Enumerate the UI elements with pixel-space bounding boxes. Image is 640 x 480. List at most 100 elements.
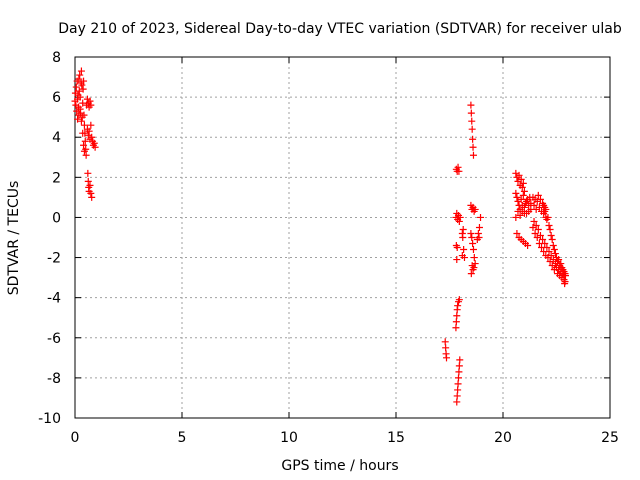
data-point <box>75 87 83 95</box>
y-tick-label: 2 <box>52 170 61 186</box>
data-point <box>84 169 92 177</box>
data-point <box>523 197 531 205</box>
data-point <box>536 231 544 239</box>
data-point <box>443 354 451 362</box>
data-point <box>520 187 528 195</box>
data-points <box>71 67 569 406</box>
data-point <box>454 302 462 310</box>
data-point <box>82 151 90 159</box>
data-point <box>545 221 553 229</box>
data-point <box>453 256 461 264</box>
data-point <box>468 117 476 125</box>
data-point <box>469 135 477 143</box>
data-point <box>468 234 476 241</box>
data-point <box>518 201 526 209</box>
data-point <box>468 125 476 133</box>
data-point <box>459 225 467 233</box>
data-point <box>79 85 87 93</box>
data-point <box>469 143 477 151</box>
data-point <box>534 191 542 199</box>
data-point <box>546 225 554 233</box>
data-point <box>530 217 538 225</box>
axis-ticks <box>74 56 611 419</box>
data-point <box>76 93 84 101</box>
data-point <box>469 246 477 254</box>
data-point <box>536 195 544 203</box>
data-point <box>80 121 88 129</box>
data-point <box>80 141 88 149</box>
data-point <box>88 193 96 201</box>
data-point <box>91 143 99 151</box>
data-point <box>471 205 479 213</box>
data-point <box>542 205 550 213</box>
x-axis-label: GPS time / hours <box>281 458 398 474</box>
data-point <box>86 181 94 189</box>
data-point <box>532 221 540 229</box>
data-point <box>74 115 82 123</box>
data-point <box>467 109 475 117</box>
data-point <box>475 234 483 241</box>
y-axis-label: SDTVAR / TECUs <box>6 181 22 296</box>
y-tick-label: 8 <box>52 50 61 66</box>
data-point <box>475 223 483 231</box>
data-point <box>551 250 559 258</box>
data-point <box>469 240 477 248</box>
data-point <box>514 207 522 215</box>
data-point <box>520 209 528 217</box>
data-point <box>530 201 538 209</box>
y-tick-label: 4 <box>52 130 61 146</box>
data-point <box>477 213 485 221</box>
data-point <box>453 312 461 320</box>
x-tick-labels: 0 5 10 15 20 25 <box>71 430 619 446</box>
data-point <box>513 193 521 201</box>
data-point <box>88 133 96 141</box>
data-point <box>460 246 468 254</box>
data-point <box>456 213 464 221</box>
data-point <box>455 296 463 304</box>
data-point <box>454 163 462 171</box>
data-point <box>548 236 556 244</box>
data-point <box>75 75 83 83</box>
data-point <box>453 392 461 400</box>
chart-title: Day 210 of 2023, Sidereal Day-to-day VTE… <box>58 21 622 37</box>
data-point <box>454 386 462 394</box>
data-point <box>525 207 533 215</box>
data-point <box>557 260 565 268</box>
data-point <box>76 71 84 79</box>
plot-frame <box>74 56 611 419</box>
data-point <box>455 167 463 175</box>
data-point <box>467 270 475 278</box>
data-point <box>87 121 95 129</box>
data-point <box>87 189 95 197</box>
data-point <box>470 264 478 272</box>
data-point <box>452 324 460 332</box>
data-point <box>539 236 547 244</box>
x-tick-label: 10 <box>280 430 298 446</box>
data-point <box>518 183 526 191</box>
data-point <box>550 246 558 254</box>
data-point <box>467 229 475 237</box>
data-point <box>452 318 460 326</box>
data-point <box>512 189 520 197</box>
data-point <box>85 127 93 135</box>
data-point <box>470 254 478 262</box>
data-point <box>547 231 555 239</box>
data-point <box>80 147 88 155</box>
data-point <box>517 175 525 183</box>
data-point <box>454 374 462 382</box>
y-tick-label: -8 <box>47 371 61 387</box>
data-point <box>469 151 477 159</box>
x-tick-label: 15 <box>387 430 405 446</box>
data-point <box>516 211 524 219</box>
y-tick-labels: -10 -8 -6 -4 -2 0 2 4 6 8 <box>38 50 61 427</box>
data-point <box>543 244 551 252</box>
data-point <box>519 179 527 187</box>
data-point <box>72 83 80 91</box>
data-point <box>84 177 92 185</box>
data-point <box>87 101 95 109</box>
y-tick-label: 6 <box>52 90 61 106</box>
data-point <box>455 368 463 376</box>
data-point <box>453 398 461 406</box>
data-point <box>549 242 557 250</box>
x-tick-label: 25 <box>601 430 619 446</box>
